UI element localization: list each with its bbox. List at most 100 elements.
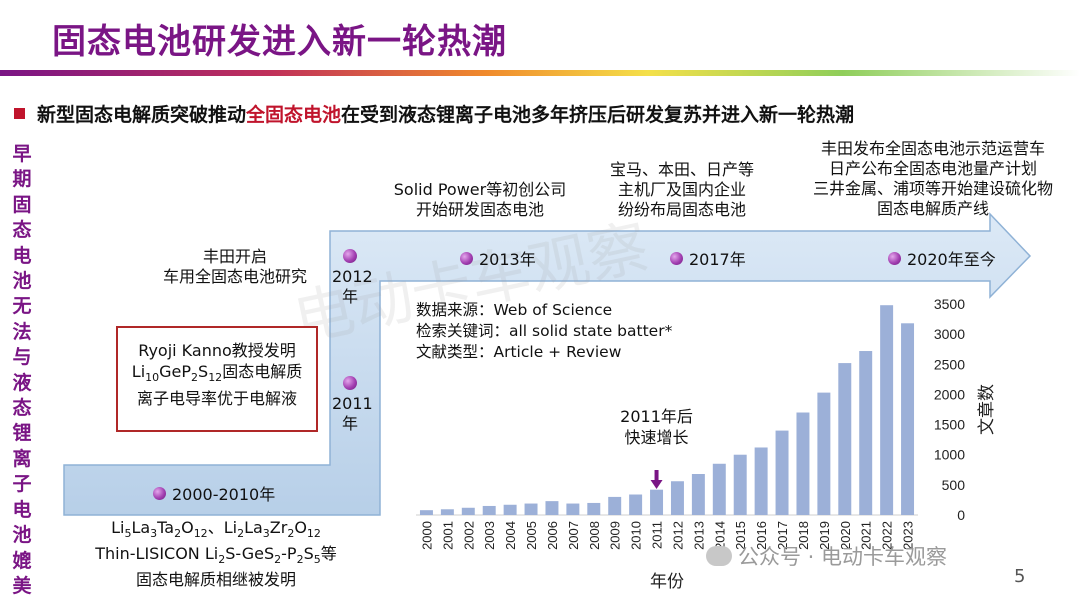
- chart-info-line-2: 检索关键词：all solid state batter*: [416, 322, 673, 340]
- bar-2012: [670, 481, 684, 515]
- year-2011: 2011年: [332, 376, 373, 434]
- bar-2003: [482, 505, 496, 515]
- milestone-toyota: 丰田开启 车用全固态电池研究: [155, 247, 315, 287]
- y-tick-label-500: 500: [942, 477, 966, 493]
- x-tick-label-2000: 2000: [419, 521, 434, 550]
- bar-2004: [503, 504, 517, 515]
- wechat-icon: [706, 546, 732, 566]
- x-tick-label-2022: 2022: [880, 521, 895, 550]
- year-2012-label: 2012年: [332, 267, 373, 306]
- milestone-toyota-line2: 车用全固态电池研究: [162, 267, 307, 286]
- subtitle-highlight: 全固态电池: [246, 104, 342, 126]
- y-tick-label-1500: 1500: [934, 417, 965, 433]
- bar-2009: [608, 496, 622, 515]
- y-tick-label-3500: 3500: [934, 296, 965, 312]
- x-tick-label-2008: 2008: [587, 521, 602, 550]
- y-axis-label: 文章数: [977, 384, 997, 435]
- y-tick-label-1000: 1000: [934, 447, 965, 463]
- page-title: 固态电池研发进入新一轮热潮: [52, 22, 507, 62]
- x-tick-label-2018: 2018: [796, 521, 811, 550]
- bar-2000: [419, 510, 433, 515]
- milestone-early-line3: 固态电解质相继被发明: [135, 570, 296, 590]
- x-tick-label-2015: 2015: [733, 521, 748, 550]
- x-tick-label-2014: 2014: [712, 521, 727, 550]
- y-tick-label-3000: 3000: [934, 326, 965, 342]
- timeline-dot-icon: [343, 376, 357, 390]
- milestone-kanno-line3: 离子电导率优于电解液: [136, 389, 297, 409]
- year-2012: 2012年: [332, 249, 373, 307]
- year-2017-label: 2017年: [689, 250, 746, 269]
- x-tick-label-2023: 2023: [901, 521, 916, 550]
- x-tick-label-2019: 2019: [817, 521, 832, 550]
- milestone-now-line2: 日产公布全固态电池量产计划: [828, 159, 1037, 178]
- chart-annotation-line-2: 快速增长: [625, 428, 689, 447]
- milestone-oem-line3: 纷纷布局固态电池: [617, 200, 746, 219]
- y-tick-label-0: 0: [957, 507, 965, 523]
- year-2000-2010-label: 2000-2010年: [172, 485, 276, 504]
- bar-2005: [524, 503, 538, 515]
- milestone-oem: 宝马、本田、日产等 主机厂及国内企业 纷纷布局固态电池: [596, 160, 768, 220]
- x-tick-label-2016: 2016: [754, 521, 769, 550]
- timeline-dot-icon: [153, 486, 166, 500]
- x-tick-label-2004: 2004: [503, 521, 518, 550]
- year-2013: 2013年: [460, 246, 536, 270]
- milestone-kanno-line1: Ryoji Kanno教授发明: [138, 341, 296, 360]
- x-tick-label-2013: 2013: [691, 521, 706, 550]
- bar-2015: [733, 454, 747, 515]
- milestone-early-line2: Thin-LISICON Li2S-GeS2-P2S5等: [95, 544, 337, 567]
- x-tick-label-2010: 2010: [629, 521, 644, 550]
- title-divider: [0, 70, 1080, 76]
- bar-2021: [859, 351, 873, 515]
- chart-annotation-line-1: 2011年后: [620, 407, 693, 426]
- milestone-kanno-line2: Li10GeP2S12固态电解质: [131, 362, 303, 385]
- milestone-kanno-box: Ryoji Kanno教授发明 Li10GeP2S12固态电解质 离子电导率优于…: [116, 326, 318, 432]
- milestone-early-electrolytes: Li5La3Ta2O12、Li2La3Zr2O12 Thin-LISICON L…: [66, 518, 366, 590]
- x-tick-label-2002: 2002: [461, 521, 476, 550]
- bar-2017: [775, 430, 789, 515]
- x-tick-label-2009: 2009: [608, 521, 623, 550]
- bar-2023: [901, 323, 915, 515]
- milestone-early-line1: Li5La3Ta2O12、Li2La3Zr2O12: [111, 518, 321, 541]
- year-2013-label: 2013年: [479, 250, 536, 269]
- milestone-now-line4: 固态电解质产线: [876, 199, 989, 218]
- milestone-now-line3: 三井金属、浦项等开始建设硫化物: [812, 179, 1053, 198]
- bar-2010: [629, 494, 643, 515]
- x-tick-label-2007: 2007: [566, 521, 581, 550]
- x-tick-label-2011: 2011: [650, 521, 665, 549]
- footer-watermark-text: 公众号 · 电动卡车观察: [738, 545, 948, 569]
- bar-2018: [796, 412, 810, 515]
- x-tick-label-2006: 2006: [545, 521, 560, 550]
- milestone-solid-power: Solid Power等初创公司 开始研发固态电池: [380, 180, 580, 220]
- milestone-toyota-line1: 丰田开启: [202, 247, 267, 266]
- bar-2001: [440, 509, 454, 515]
- chart-info-line-1: 数据来源：Web of Science: [416, 301, 612, 319]
- y-tick-label-2500: 2500: [934, 356, 965, 372]
- milestone-sp-line2: 开始研发固态电池: [415, 200, 544, 219]
- milestone-oem-line2: 主机厂及国内企业: [617, 180, 746, 199]
- year-2017: 2017年: [670, 246, 746, 270]
- bar-2011: [650, 489, 664, 515]
- x-axis-label: 年份: [650, 572, 684, 592]
- year-2020-now: 2020年至今: [888, 246, 996, 270]
- timeline-dot-icon: [343, 249, 357, 263]
- x-tick-label-2001: 2001: [440, 521, 455, 550]
- milestone-now: 丰田发布全固态电池示范运营车 日产公布全固态电池量产计划 三井金属、浦项等开始建…: [788, 139, 1078, 219]
- timeline-arrow-shape: [63, 212, 1032, 516]
- subtitle-text-before: 新型固态电解质突破推动: [37, 104, 247, 126]
- timeline-dot-icon: [888, 251, 901, 265]
- bar-2007: [566, 503, 580, 515]
- year-2020-now-label: 2020年至今: [907, 250, 996, 269]
- x-tick-label-2020: 2020: [838, 521, 853, 550]
- bar-2022: [880, 305, 894, 515]
- subtitle-text-after: 在受到液态锂离子电池多年挤压后研发复苏并进入新一轮热潮: [341, 104, 855, 126]
- footer-watermark: 公众号 · 电动卡车观察: [706, 541, 947, 571]
- timeline-dot-icon: [670, 251, 683, 265]
- bar-2019: [817, 392, 831, 515]
- side-vertical-label: 早期固态电池无法与液态锂离子电池媲美: [12, 143, 32, 597]
- x-tick-label-2003: 2003: [482, 521, 497, 550]
- x-tick-label-2021: 2021: [859, 521, 874, 550]
- timeline-dot-icon: [460, 251, 473, 265]
- bar-2002: [461, 507, 475, 515]
- bar-2020: [838, 363, 852, 515]
